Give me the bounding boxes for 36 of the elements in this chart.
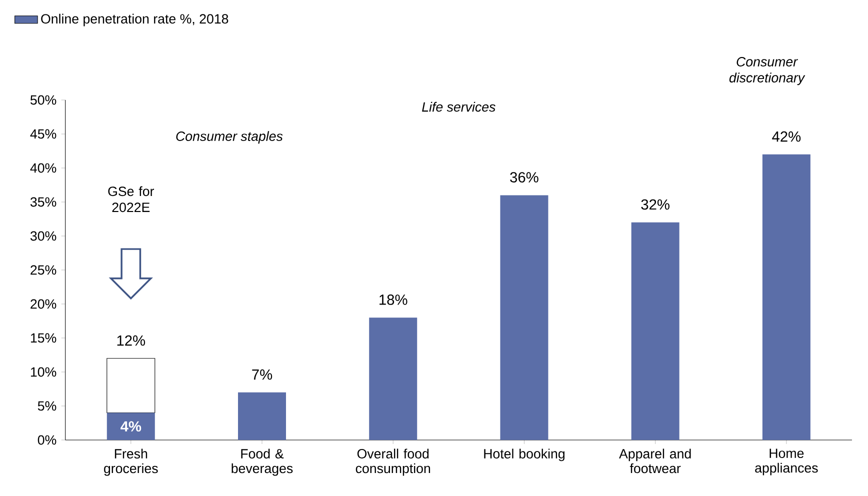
y-tick-label: 30% <box>30 231 56 241</box>
data-label: 42% <box>772 131 801 142</box>
y-tick-label: 35% <box>30 197 56 207</box>
y-tick-label: 40% <box>30 163 56 173</box>
bar <box>106 412 155 440</box>
bar <box>631 222 680 440</box>
legend-label: Online penetration rate %, 2018 <box>41 14 228 26</box>
y-tick-label: 0% <box>38 435 56 445</box>
x-tick-label: Home appliances <box>755 448 818 476</box>
y-tick-label: 20% <box>30 299 56 309</box>
bar <box>762 154 810 440</box>
data-label: 32% <box>641 199 670 210</box>
y-tick-label: 10% <box>30 367 56 377</box>
annotation: Consumer staples <box>176 131 283 144</box>
annotation: Life services <box>422 102 496 112</box>
annotation: GSe for 2022E <box>108 186 154 212</box>
x-tick-label: Food & beverages <box>232 448 293 476</box>
data-label: 36% <box>510 172 538 182</box>
x-tick-label: Overall food consumption <box>356 448 430 476</box>
x-tick-label: Apparel and footwear <box>619 448 691 474</box>
bar <box>106 358 156 414</box>
bar <box>500 195 548 440</box>
total-label: 12% <box>117 335 146 346</box>
data-label: 4% <box>120 421 142 432</box>
y-tick-label: 25% <box>30 265 56 275</box>
data-label: 18% <box>380 294 408 305</box>
data-label: 7% <box>252 369 272 380</box>
y-tick-label: 50% <box>30 95 56 105</box>
x-tick-label: Fresh groceries <box>104 448 158 476</box>
y-tick-label: 45% <box>30 129 56 139</box>
bar <box>238 392 286 440</box>
bar <box>369 318 418 440</box>
y-tick-label: 15% <box>30 333 56 343</box>
y-tick-label: 5% <box>38 401 56 411</box>
text: Consumer discretionary <box>729 57 806 86</box>
x-tick-label: Hotel booking <box>484 448 564 462</box>
